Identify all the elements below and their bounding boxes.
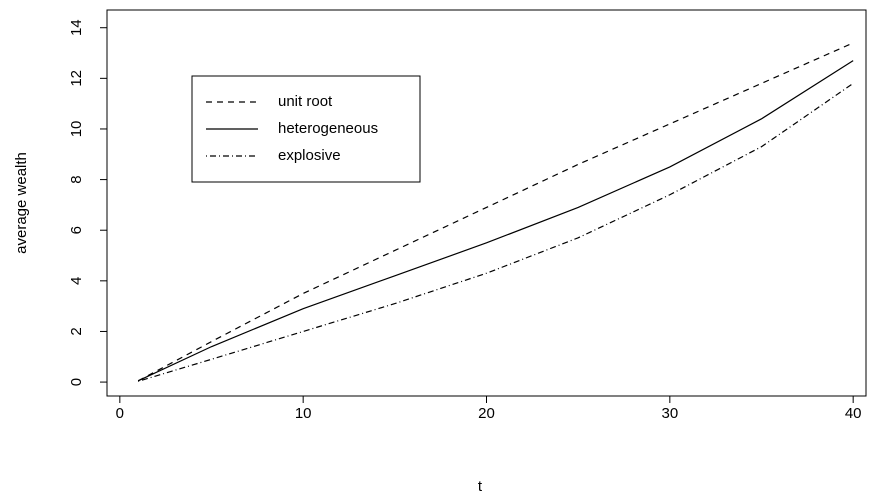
x-tick-label: 40 bbox=[845, 405, 862, 422]
y-tick-label: 12 bbox=[68, 70, 85, 87]
y-tick-label: 0 bbox=[68, 378, 85, 386]
y-tick-label: 10 bbox=[68, 121, 85, 138]
x-tick-label: 30 bbox=[661, 405, 678, 422]
series-line bbox=[137, 60, 854, 382]
y-tick-label: 14 bbox=[68, 19, 85, 36]
x-tick-label: 20 bbox=[478, 405, 495, 422]
legend-label: unit root bbox=[278, 93, 333, 110]
x-tick-label: 10 bbox=[295, 405, 312, 422]
plot-box bbox=[106, 9, 867, 397]
x-tick-label: 0 bbox=[116, 405, 124, 422]
x-axis-label: t bbox=[478, 478, 483, 495]
legend-label: explosive bbox=[278, 147, 341, 164]
y-axis-label: average wealth bbox=[13, 152, 30, 254]
y-tick-label: 8 bbox=[68, 175, 85, 183]
series-line bbox=[137, 82, 854, 382]
legend-label: heterogeneous bbox=[278, 120, 378, 137]
y-tick-label: 2 bbox=[68, 327, 85, 335]
y-tick-label: 6 bbox=[68, 226, 85, 234]
series-line bbox=[137, 42, 854, 382]
y-tick-label: 4 bbox=[68, 277, 85, 285]
